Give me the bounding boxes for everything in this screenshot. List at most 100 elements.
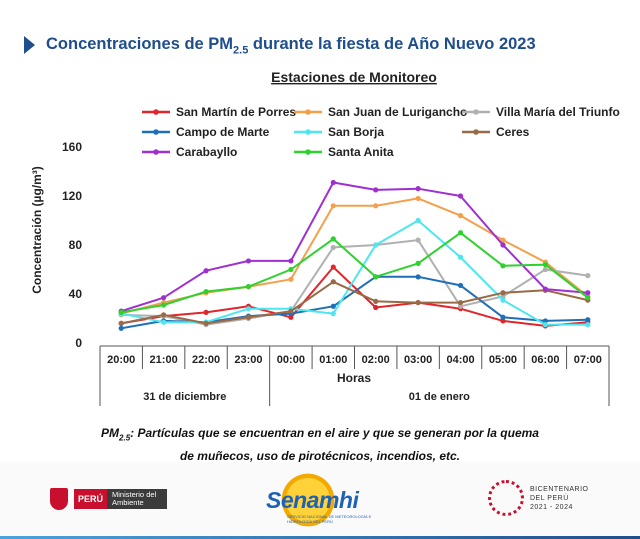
data-point xyxy=(585,295,591,301)
data-point xyxy=(542,286,548,292)
data-point xyxy=(373,298,379,304)
x-tick-label: 04:00 xyxy=(446,354,474,366)
bicentenario-emblem-icon xyxy=(488,480,524,516)
data-point xyxy=(245,314,252,320)
footer: PERÚ Ministerio del Ambiente Senamhi SER… xyxy=(0,462,640,539)
data-point xyxy=(415,195,421,202)
bicent-line2: DEL PERÚ xyxy=(530,494,569,502)
note-line1: : Partículas que se encuentran en el air… xyxy=(130,426,539,440)
data-point xyxy=(500,314,506,320)
data-point xyxy=(373,242,379,248)
y-tick-label: 120 xyxy=(62,189,82,203)
data-point xyxy=(288,314,294,320)
legend-label: Campo de Marte xyxy=(176,125,270,139)
series-line xyxy=(120,181,588,313)
minam-logo: PERÚ Ministerio del Ambiente xyxy=(50,486,168,512)
legend-marker xyxy=(473,129,479,135)
data-point xyxy=(585,322,591,328)
data-point xyxy=(203,320,209,326)
day-group-label: 31 de diciembre xyxy=(143,391,226,403)
y-tick-label: 80 xyxy=(69,238,83,252)
legend-marker xyxy=(473,109,479,115)
x-tick-label: 02:00 xyxy=(362,354,390,366)
data-point xyxy=(118,320,124,326)
data-point xyxy=(457,282,464,289)
data-point xyxy=(415,299,421,306)
data-point xyxy=(500,290,506,296)
data-point xyxy=(203,288,209,295)
data-point xyxy=(161,319,167,325)
data-point xyxy=(161,312,167,318)
minam-ministry-label: Ministerio del Ambiente xyxy=(107,489,168,509)
data-point xyxy=(161,295,167,301)
data-point xyxy=(500,242,506,248)
legend-marker xyxy=(305,129,311,135)
data-point xyxy=(118,325,124,331)
data-point xyxy=(245,258,252,264)
data-point xyxy=(585,290,591,296)
series-line xyxy=(121,266,588,327)
data-point xyxy=(245,306,252,312)
data-point xyxy=(203,309,209,315)
data-point xyxy=(330,311,336,317)
data-point xyxy=(330,264,336,270)
data-point xyxy=(330,236,336,242)
bicentenario-text: BICENTENARIO DEL PERÚ 2021 - 2024 xyxy=(530,485,589,512)
day-group-label: 01 de enero xyxy=(409,391,470,403)
data-point xyxy=(542,266,548,273)
title-bar: Concentraciones de PM2.5 durante la fies… xyxy=(0,28,640,62)
data-point xyxy=(457,230,464,236)
data-point xyxy=(500,237,506,243)
minam-peru-label: PERÚ xyxy=(74,489,108,509)
note-line2: de muñecos, uso de pirotécnicos, incendi… xyxy=(179,449,461,464)
title-arrow-icon xyxy=(24,36,35,54)
peru-shield-icon xyxy=(50,488,68,510)
senamhi-subtitle: SERVICIO NACIONAL DE METEOROLOGÍA E HIDR… xyxy=(287,514,372,524)
x-tick-label: 06:00 xyxy=(531,354,559,366)
data-point xyxy=(457,303,464,309)
bicent-line1: BICENTENARIO xyxy=(530,485,589,493)
x-axis: 20:00 21:00 22:00 23:00 00:00 01:00 02:00 03:00… xyxy=(99,345,610,406)
legend-marker xyxy=(153,129,159,135)
data-point xyxy=(373,274,379,280)
y-tick-label: 160 xyxy=(62,140,82,154)
sun-icon xyxy=(280,472,336,528)
data-point xyxy=(585,273,591,279)
title-tail: durante la fiesta de Año Nuevo 2023 xyxy=(248,35,536,53)
x-tick-label: 00:00 xyxy=(277,354,305,366)
bicent-line3: 2021 - 2024 xyxy=(530,503,573,511)
data-point xyxy=(245,284,252,290)
legend-label: Villa María del Triunfo xyxy=(496,105,620,119)
series-group xyxy=(118,179,591,331)
data-point xyxy=(585,317,591,323)
data-point xyxy=(373,187,379,193)
legend-label: Santa Anita xyxy=(328,145,394,159)
y-tick-label: 0 xyxy=(75,336,82,350)
page-title: Concentraciones de PM2.5 durante la fies… xyxy=(46,35,536,56)
data-point xyxy=(500,263,506,269)
data-point xyxy=(330,203,336,209)
x-tick-label: 21:00 xyxy=(150,354,178,366)
data-point xyxy=(457,193,464,199)
chart-legend: San Martín de Porres San Juan de Luriganc… xyxy=(142,105,620,159)
legend-marker xyxy=(305,109,311,115)
data-point xyxy=(457,254,464,260)
x-tick-label: 22:00 xyxy=(192,354,220,366)
data-point xyxy=(330,244,336,251)
series-line xyxy=(121,280,589,325)
y-axis: 0 40 80 120 160 xyxy=(62,140,82,350)
data-point xyxy=(288,308,294,314)
data-point xyxy=(330,279,336,285)
title-main: Concentraciones de PM xyxy=(46,35,234,53)
data-point xyxy=(415,217,421,224)
data-point xyxy=(415,237,421,243)
data-point xyxy=(373,203,379,209)
x-tick-label: 20:00 xyxy=(107,354,135,366)
x-tick-label: 01:00 xyxy=(319,354,347,366)
note-lead-subscript: 2.5 xyxy=(119,433,131,443)
data-point xyxy=(542,318,548,324)
data-point xyxy=(415,260,421,266)
data-point xyxy=(288,266,294,273)
legend-label: Carabayllo xyxy=(176,145,237,159)
legend-label: Ceres xyxy=(496,125,530,139)
